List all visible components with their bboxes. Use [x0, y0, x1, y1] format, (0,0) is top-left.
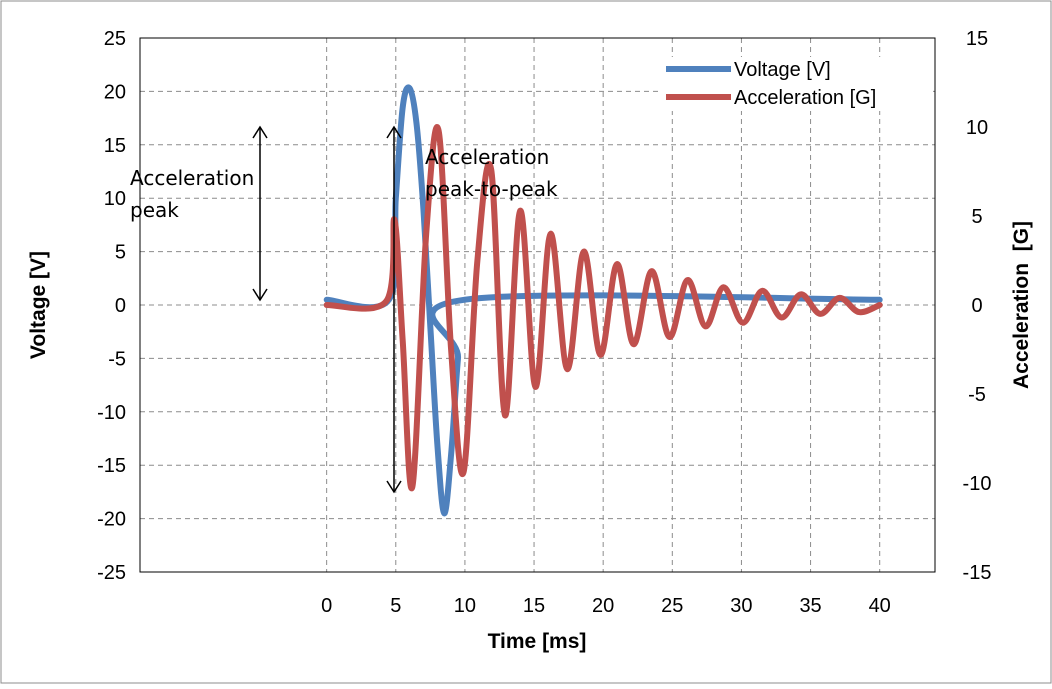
x-tick-label: 10 [454, 595, 476, 617]
y-left-tick-label: 0 [115, 295, 126, 317]
peak-arrow [252, 125, 268, 302]
y-left-tick-label: 25 [104, 28, 126, 50]
y-right-tick-label: 15 [966, 28, 988, 50]
y-left-tick-label: 10 [104, 188, 126, 210]
x-tick-label: 30 [730, 595, 752, 617]
x-tick-label: 5 [390, 595, 401, 617]
legend-label-voltage: Voltage [V] [734, 59, 831, 81]
y-left-tick-label: -5 [108, 348, 126, 370]
x-tick-label: 0 [321, 595, 332, 617]
y-left-tick-label: -20 [97, 509, 126, 531]
series [323, 84, 883, 517]
y-left-tick-label: -10 [97, 402, 126, 424]
y-right-tick-label: -10 [963, 473, 992, 495]
x-tick-label: 40 [869, 595, 891, 617]
plot-area-frame [139, 37, 936, 573]
y-left-tick-label: -25 [97, 562, 126, 584]
x-tick-label: 25 [661, 595, 683, 617]
annotation-peak-to-peak: Acceleration peak-to-peak [386, 125, 558, 494]
legend-label-acceleration: Acceleration [G] [734, 87, 876, 109]
annotation-p2p-line2: peak-to-peak [425, 177, 558, 201]
y-right-tick-label: 5 [971, 206, 982, 228]
x-tick-label: 20 [592, 595, 614, 617]
y-right-tick-label: -5 [968, 384, 986, 406]
series-line-voltage [323, 84, 883, 517]
y-left-tick-label: 20 [104, 81, 126, 103]
y-axis-right-title: Acceleration [G] [1010, 221, 1033, 389]
y-left-tick-label: -15 [97, 455, 126, 477]
annotation-peak: Acceleration peak [130, 125, 268, 302]
y-axis-left-title: Voltage [V] [27, 251, 50, 359]
y-right-tick-label: -15 [963, 562, 992, 584]
series-line-acceleration [323, 124, 883, 492]
y-right-tick-label: 10 [966, 117, 988, 139]
legend: Voltage [V] Acceleration [G] [662, 57, 933, 111]
y-right-tick-label: 0 [971, 295, 982, 317]
x-axis-title: Time [ms] [488, 630, 587, 653]
x-tick-label: 15 [523, 595, 545, 617]
tick-labels: -25 -20 -15 -10 -5 0 5 10 15 20 25 -15 -10 -5 0 5 10 15 0 5… [97, 28, 991, 617]
annotation-p2p-line1: Acceleration [425, 145, 549, 169]
annotation-peak-line2: peak [130, 198, 179, 222]
peak-to-peak-arrow [386, 125, 402, 494]
y-left-tick-label: 5 [115, 242, 126, 264]
x-tick-label: 35 [799, 595, 821, 617]
y-left-tick-label: 15 [104, 135, 126, 157]
annotation-peak-line1: Acceleration [130, 166, 254, 190]
